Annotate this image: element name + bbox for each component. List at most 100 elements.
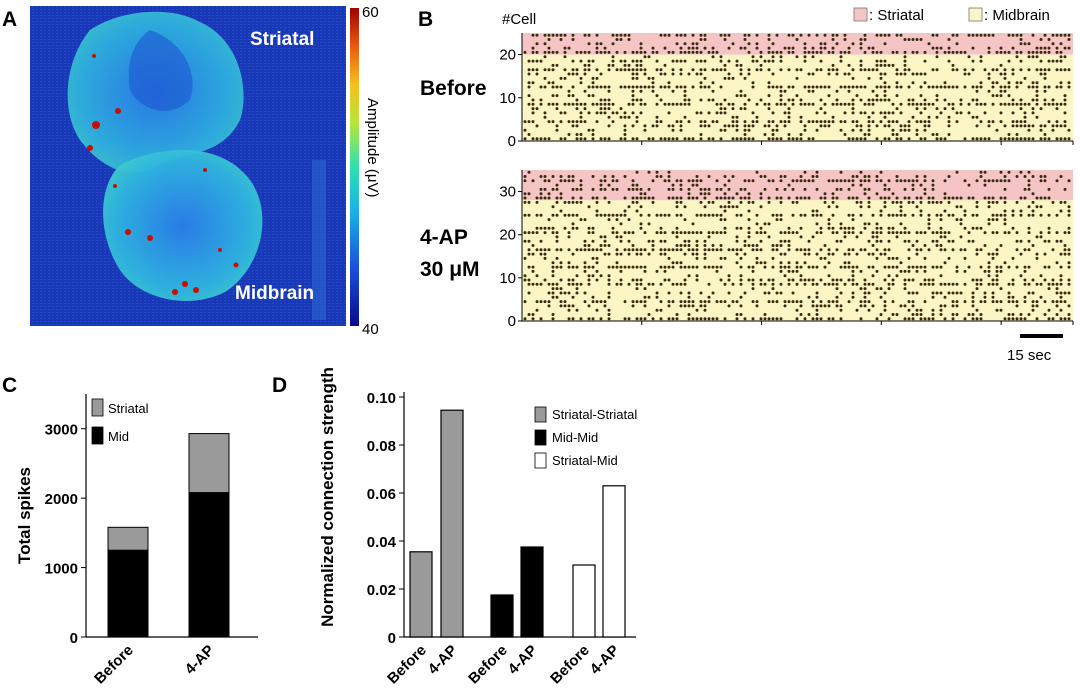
spike bbox=[539, 187, 543, 191]
spike bbox=[779, 239, 783, 243]
spike bbox=[943, 304, 947, 308]
spike bbox=[987, 196, 991, 200]
spike bbox=[827, 50, 831, 54]
spike bbox=[839, 85, 843, 89]
spike bbox=[1003, 137, 1007, 141]
spike bbox=[811, 265, 815, 269]
spike bbox=[795, 200, 799, 204]
spike bbox=[811, 120, 815, 124]
spike bbox=[931, 317, 935, 321]
spike bbox=[831, 226, 835, 230]
spike bbox=[935, 231, 939, 235]
spike bbox=[695, 175, 699, 178]
spike bbox=[659, 98, 663, 102]
spike bbox=[635, 72, 639, 76]
spike bbox=[535, 248, 539, 252]
spike bbox=[1059, 68, 1063, 72]
spike bbox=[879, 179, 883, 183]
spike bbox=[731, 124, 735, 128]
spike bbox=[1027, 291, 1031, 295]
spike bbox=[771, 120, 775, 124]
spike bbox=[835, 42, 839, 46]
spike bbox=[919, 200, 923, 204]
spike bbox=[855, 308, 859, 312]
spike bbox=[931, 295, 935, 299]
spike bbox=[1003, 261, 1007, 265]
spike bbox=[919, 231, 923, 235]
spike bbox=[631, 94, 635, 98]
spike bbox=[935, 133, 939, 136]
spike bbox=[683, 244, 687, 247]
spike bbox=[851, 291, 855, 295]
spike bbox=[739, 200, 743, 204]
spike bbox=[699, 231, 703, 235]
spike bbox=[619, 59, 623, 63]
spike bbox=[727, 200, 731, 204]
spike bbox=[947, 59, 951, 63]
scale-bar-label: 15 sec bbox=[1007, 347, 1052, 364]
spike bbox=[915, 252, 919, 256]
spike bbox=[655, 295, 659, 299]
spike bbox=[839, 179, 843, 183]
spike bbox=[895, 72, 899, 76]
spike bbox=[1067, 231, 1071, 235]
spike bbox=[679, 50, 683, 54]
spike bbox=[855, 120, 859, 124]
spike bbox=[923, 107, 927, 111]
spike bbox=[799, 179, 803, 183]
spike bbox=[735, 205, 739, 209]
spike bbox=[863, 287, 867, 291]
spike bbox=[643, 124, 647, 128]
spike bbox=[523, 278, 527, 282]
spike bbox=[707, 137, 711, 141]
spike bbox=[635, 137, 639, 141]
spike bbox=[691, 50, 695, 54]
spike bbox=[831, 200, 835, 204]
spike bbox=[703, 38, 707, 41]
spike bbox=[931, 68, 935, 72]
spike bbox=[623, 59, 627, 63]
spike bbox=[987, 72, 991, 76]
spike bbox=[555, 287, 559, 291]
spike bbox=[627, 205, 631, 209]
spike bbox=[723, 209, 727, 213]
spike bbox=[867, 308, 871, 312]
spike bbox=[815, 265, 819, 269]
spike bbox=[531, 107, 535, 111]
spike bbox=[883, 81, 887, 85]
c-y-tick-label: 3000 bbox=[45, 422, 78, 439]
spike bbox=[579, 317, 583, 321]
spike bbox=[955, 50, 959, 54]
spike bbox=[631, 50, 635, 54]
spike bbox=[1067, 33, 1071, 37]
spike bbox=[991, 102, 995, 106]
spike bbox=[707, 231, 711, 235]
spike bbox=[683, 98, 687, 102]
spike bbox=[1031, 304, 1035, 308]
spike bbox=[555, 248, 559, 252]
spike bbox=[983, 183, 987, 187]
spike bbox=[747, 200, 751, 204]
spike bbox=[879, 295, 883, 299]
spike bbox=[1051, 102, 1055, 106]
spike bbox=[835, 196, 839, 200]
spike bbox=[539, 175, 543, 178]
spike bbox=[923, 278, 927, 282]
spike bbox=[691, 265, 695, 269]
spike bbox=[667, 102, 671, 106]
spike bbox=[747, 124, 751, 128]
spike bbox=[683, 59, 687, 63]
spike bbox=[851, 111, 855, 115]
spike bbox=[567, 231, 571, 235]
spike bbox=[567, 213, 571, 217]
spike bbox=[811, 89, 815, 93]
spike bbox=[735, 239, 739, 243]
spike bbox=[887, 179, 891, 183]
spike bbox=[927, 115, 931, 119]
spike bbox=[939, 46, 943, 50]
spike bbox=[599, 213, 603, 217]
legend-midbrain: : Midbrain bbox=[984, 7, 1050, 24]
spike bbox=[879, 33, 883, 37]
spike bbox=[1015, 304, 1019, 308]
spike bbox=[823, 200, 827, 204]
